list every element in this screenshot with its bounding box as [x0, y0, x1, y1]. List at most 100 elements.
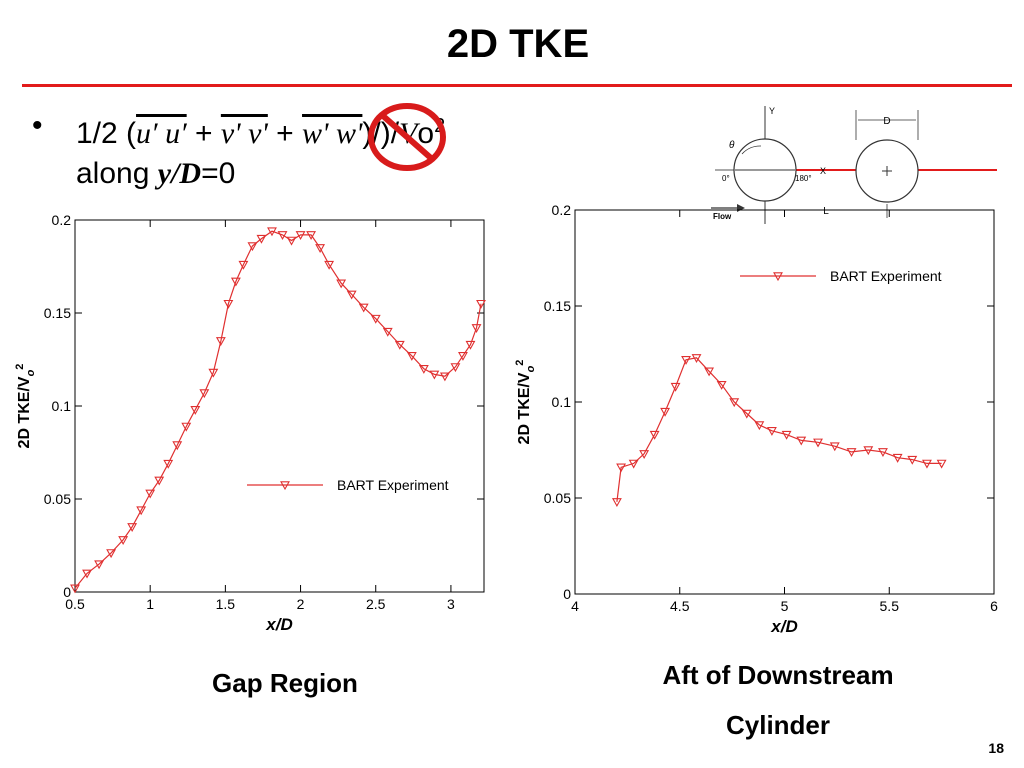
x-tick-label: 4.5: [670, 598, 690, 614]
data-point-marker: [215, 337, 226, 347]
data-point-marker: [199, 389, 210, 399]
data-point-marker: [704, 367, 715, 377]
title-divider: [22, 84, 1012, 87]
data-point-marker: [922, 459, 932, 469]
data-point-marker: [863, 446, 874, 456]
d-label: D: [883, 116, 890, 127]
data-point-marker: [336, 279, 347, 289]
data-point-marker: [846, 448, 857, 458]
data-point-marker: [277, 231, 288, 241]
prohibited-icon: [368, 103, 446, 171]
caption-aft-line-1: Aft of Downstream: [662, 660, 894, 690]
legend-marker: [773, 272, 783, 282]
data-point-marker: [476, 299, 486, 309]
formula-term-ww: w' w': [302, 117, 363, 150]
formula-prefix: 1/2 (: [76, 117, 137, 150]
gap-region-plot: 0.5 1 1.5 2 2.5 3 0 0.05 0.1 0.15 0.2 x/D 2D TKE/Vo2…: [14, 212, 486, 634]
y-tick-label: 0.15: [544, 298, 571, 314]
x-tick-label: 2.5: [366, 596, 386, 612]
y-tick-label: 0: [563, 586, 571, 602]
data-point-marker: [172, 441, 183, 451]
data-point-marker: [754, 421, 765, 431]
data-point-marker: [154, 476, 165, 486]
caption-gap-region: Gap Region: [212, 668, 358, 698]
data-point-marker: [94, 560, 104, 570]
data-point-marker: [660, 407, 671, 417]
data-point-marker: [163, 459, 174, 469]
x-tick-label: 3: [447, 596, 455, 612]
formula-term-uu: u′ u′: [136, 117, 187, 150]
plot-frame: [74, 219, 485, 593]
legend-label: BART Experiment: [830, 268, 942, 284]
caption-aft-downstream: Aft of Downstream Cylinder: [600, 650, 956, 750]
data-point-marker: [370, 314, 381, 324]
data-point-marker: [829, 442, 840, 452]
data-point-marker: [238, 260, 249, 270]
along-label: along: [76, 157, 158, 190]
x-tick-label: 0.5: [65, 596, 85, 612]
data-point-marker: [781, 430, 792, 440]
bullet-text: 1/2 (u′ u′ + v' v' + w' w')/)/Vo2 along …: [76, 106, 445, 194]
yd-label: y/D: [157, 157, 202, 190]
data-point-marker: [181, 422, 192, 432]
data-point-marker: [267, 227, 277, 237]
data-point-marker: [346, 290, 357, 300]
data-point-marker: [136, 506, 147, 516]
y-axis-label: 2D TKE/Vo2: [14, 364, 37, 449]
data-point-marker: [628, 459, 639, 469]
data-point-marker: [639, 450, 650, 459]
data-point-marker: [324, 260, 335, 270]
data-point-marker: [450, 363, 461, 373]
data-point-marker: [230, 277, 241, 287]
data-point-marker: [766, 427, 777, 436]
caption-aft-line-2: Cylinder: [725, 710, 831, 740]
x-tick-label: 2: [297, 596, 305, 612]
data-point-marker: [611, 498, 622, 507]
data-point-marker: [394, 340, 405, 350]
data-point-marker: [315, 244, 326, 254]
series-line: [616, 357, 942, 502]
data-point-marker: [936, 459, 947, 469]
data-point-marker: [813, 438, 823, 448]
data-point-marker: [439, 372, 450, 382]
theta-arc: [741, 145, 762, 155]
data-point-marker: [382, 327, 393, 337]
aft-downstream-plot: 4 4.5 5 5.5 6 0 0.05 0.1 0.15 0.2 x/D 2D TKE/Vo2 BAR…: [514, 202, 998, 636]
angle-0-label: 0°: [722, 174, 730, 183]
x-tick-label: 1: [146, 596, 154, 612]
y-tick-label: 0.15: [44, 305, 71, 321]
x-axis-label: X: [820, 166, 826, 176]
data-point-marker: [458, 352, 468, 361]
bullet-marker: •: [32, 109, 43, 142]
data-point-marker: [741, 409, 752, 419]
angle-180-label: 180°: [795, 174, 812, 183]
formula-plus-2: +: [267, 117, 303, 150]
data-point-marker: [878, 448, 888, 458]
l-label: L: [823, 206, 829, 217]
data-point-marker: [190, 405, 201, 415]
legend-label: BART Experiment: [337, 477, 449, 493]
y-tick-label: 0.05: [44, 491, 71, 507]
data-point-marker: [681, 356, 691, 365]
theta-label: θ: [729, 140, 735, 151]
data-point-marker: [70, 584, 80, 594]
y-tick-label: 0.1: [552, 394, 572, 410]
data-point-marker: [471, 324, 482, 334]
data-point-marker: [418, 365, 429, 374]
x-axis-label: x/D: [265, 615, 292, 634]
y-axis-label: 2D TKE/Vo2: [514, 360, 537, 445]
formula-subscript: o: [417, 117, 435, 150]
yd-equals: =0: [201, 157, 236, 190]
data-point-marker: [118, 536, 129, 546]
data-point-marker: [649, 430, 660, 440]
y-tick-label: 0: [63, 584, 71, 600]
formula-plus-1: +: [186, 117, 221, 150]
legend-marker: [280, 481, 290, 491]
x-tick-label: 4: [571, 598, 579, 614]
x-axis-label: x/D: [770, 617, 797, 636]
data-point-marker: [145, 489, 156, 499]
data-point-marker: [429, 370, 440, 380]
y-axis-label: Y: [769, 106, 775, 116]
data-point-marker: [223, 299, 234, 309]
slide-title: 2D TKE: [446, 22, 590, 66]
